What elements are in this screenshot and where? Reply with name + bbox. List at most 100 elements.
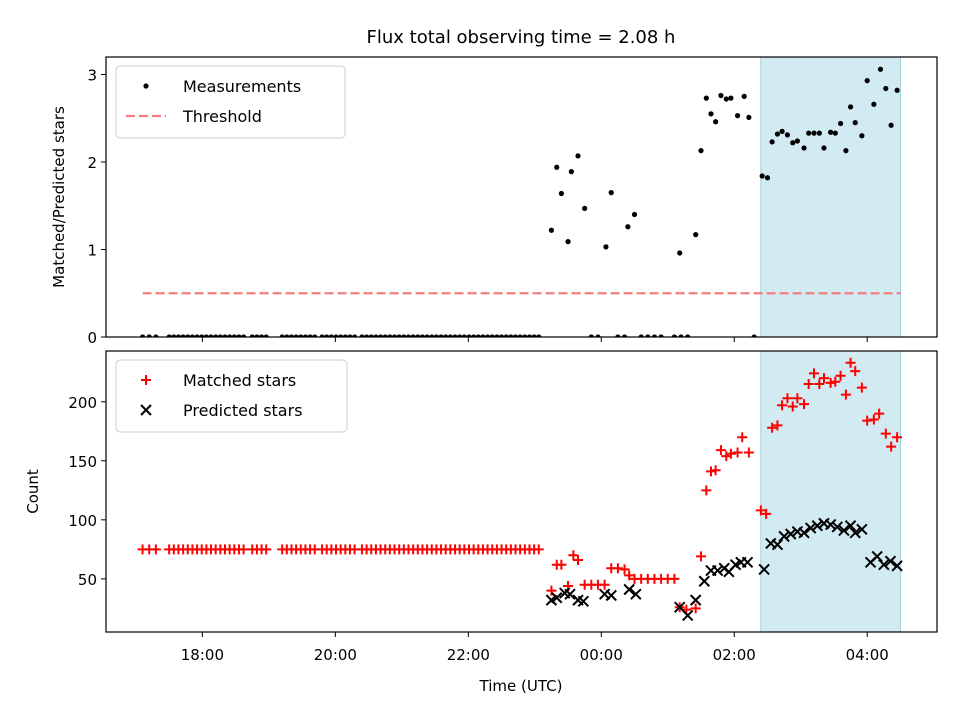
point-plus-79 <box>546 585 557 596</box>
point-dot-42 <box>368 334 374 337</box>
point-dot-88 <box>678 334 684 337</box>
point-dot-19 <box>241 334 247 337</box>
point-x-8 <box>623 583 635 596</box>
point-dot-53 <box>419 334 426 337</box>
point-dot-68 <box>489 334 495 337</box>
point-plus-84 <box>573 554 584 565</box>
point-plus-134 <box>868 414 879 425</box>
point-dot-37 <box>342 334 348 337</box>
point-x-31 <box>824 518 837 531</box>
point-dot-100 <box>625 224 631 230</box>
point-dot-92 <box>554 164 560 170</box>
counts-panel: 50 100 150 200 18:00 20:00 22:00 00:00 02:00 04:0… <box>24 350 938 664</box>
point-dot-1 <box>146 334 152 337</box>
point-dot-70 <box>498 334 505 337</box>
point-x-13 <box>698 575 711 587</box>
point-dot-73 <box>512 334 519 337</box>
point-dot-56 <box>433 334 440 337</box>
point-dot-23 <box>263 334 269 337</box>
point-dot-12 <box>208 334 214 337</box>
legend-label-measurements: Measurements <box>183 77 301 96</box>
point-dot-138 <box>888 122 894 128</box>
point-dot-97 <box>582 205 588 211</box>
x-axis-label: Time (UTC) <box>479 677 563 695</box>
point-dot-29 <box>302 334 309 337</box>
point-dot-26 <box>288 334 295 337</box>
point-dot-51 <box>410 334 416 337</box>
point-dot-4 <box>171 334 177 337</box>
point-dot-136 <box>877 66 884 72</box>
legend-counts: Matched stars Predicted stars <box>115 359 348 433</box>
point-plus-116 <box>772 420 783 431</box>
point-dot-49 <box>401 334 407 337</box>
point-dot-102 <box>677 250 683 256</box>
point-plus-125 <box>818 373 829 384</box>
legend-marker-predicted-stars <box>140 404 152 416</box>
point-dot-44 <box>377 334 384 337</box>
point-dot-74 <box>517 334 523 337</box>
data-layer-ratio <box>139 66 901 337</box>
point-dot-122 <box>801 145 807 151</box>
point-dot-105 <box>703 95 709 101</box>
point-dot-118 <box>779 128 785 134</box>
point-dot-63 <box>466 334 472 337</box>
y-tick-label-counts-1: 100 <box>68 512 97 530</box>
point-dot-110 <box>728 95 734 101</box>
point-dot-54 <box>424 334 430 337</box>
point-dot-77 <box>531 334 537 337</box>
y-tick-label-counts-2: 150 <box>68 453 97 471</box>
legend-box-ratio <box>115 65 346 139</box>
point-dot-137 <box>883 85 889 92</box>
point-plus-81 <box>556 559 567 570</box>
point-dot-107 <box>713 119 719 125</box>
ratio-panel: 0 1 2 3 Matched/Predicted stars Measurements T… <box>50 56 938 347</box>
x-tick-label-3: 00:00 <box>580 646 623 664</box>
legend-label-predicted-stars: Predicted stars <box>183 401 303 420</box>
axes-frame-ratio <box>105 56 938 338</box>
point-dot-47 <box>391 334 398 337</box>
point-dot-57 <box>438 334 444 337</box>
point-dot-133 <box>859 133 865 139</box>
point-dot-25 <box>284 334 290 337</box>
point-plus-132 <box>856 382 867 393</box>
point-plus-137 <box>886 441 897 452</box>
point-dot-3 <box>166 334 172 337</box>
series-measurements <box>139 66 900 337</box>
point-dot-98 <box>603 244 609 250</box>
point-dot-21 <box>254 334 260 337</box>
point-x-20 <box>741 556 754 569</box>
legend-marker-matched-stars <box>141 375 151 385</box>
point-x-9 <box>630 588 642 600</box>
point-dot-31 <box>312 334 318 337</box>
point-plus-108 <box>721 451 732 462</box>
shaded-region-counts <box>760 350 901 633</box>
point-plus-114 <box>761 508 772 519</box>
point-x-7 <box>605 589 617 602</box>
point-plus-78 <box>533 544 544 555</box>
point-x-11 <box>681 609 694 622</box>
point-plus-110 <box>732 447 743 458</box>
point-plus-19 <box>238 544 249 555</box>
point-dot-28 <box>298 334 304 337</box>
point-dot-27 <box>293 334 299 337</box>
point-dot-115 <box>764 175 771 181</box>
point-dot-33 <box>324 334 330 337</box>
point-dot-61 <box>457 334 463 337</box>
point-x-21 <box>758 563 770 576</box>
point-dot-101 <box>631 211 638 218</box>
x-tick-label-5: 04:00 <box>846 646 889 664</box>
point-x-38 <box>871 550 883 563</box>
point-plus-124 <box>814 379 825 390</box>
point-dot-99 <box>608 190 614 196</box>
point-dot-69 <box>494 334 500 337</box>
legend-label-matched-stars: Matched stars <box>183 371 296 390</box>
point-dot-123 <box>806 130 812 136</box>
point-dot-30 <box>307 334 313 337</box>
point-dot-0 <box>139 334 146 337</box>
point-plus-83 <box>568 550 579 561</box>
point-dot-15 <box>222 334 228 337</box>
point-dot-114 <box>759 173 765 179</box>
point-dot-46 <box>387 334 393 337</box>
point-dot-95 <box>568 169 574 175</box>
point-dot-134 <box>864 78 870 84</box>
